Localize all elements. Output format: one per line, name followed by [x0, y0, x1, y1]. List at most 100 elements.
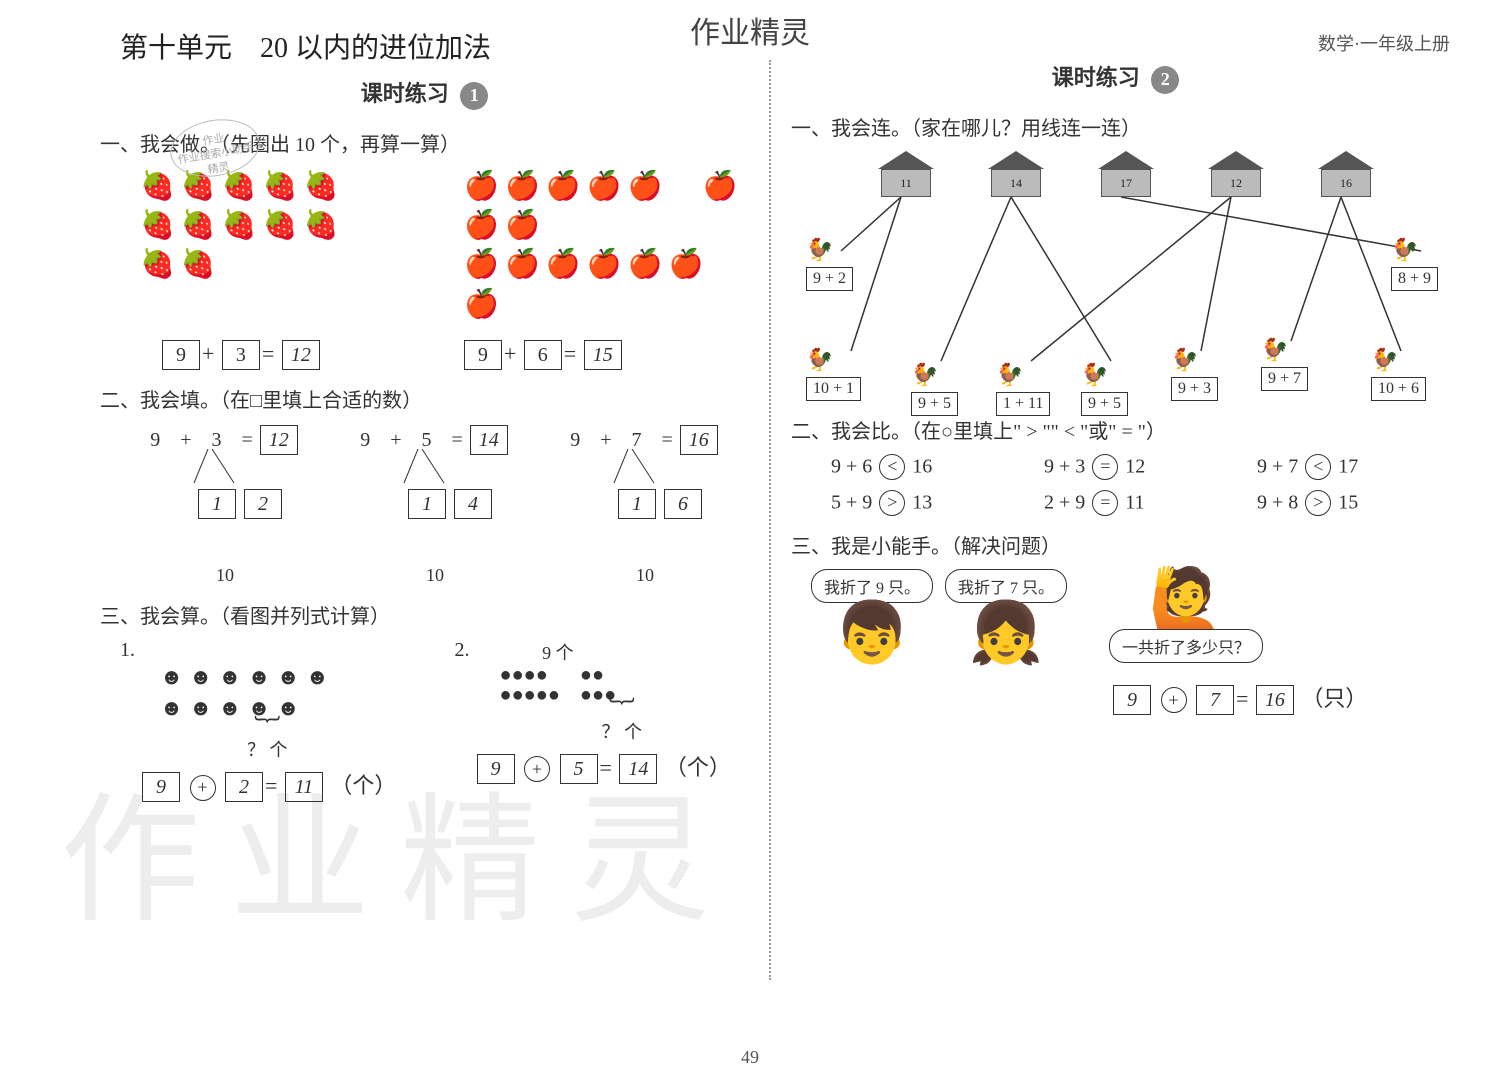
- bird-icon: 🐓: [806, 347, 833, 372]
- expression-node: 🐓9 + 5: [911, 366, 958, 416]
- split-boxes: 12: [170, 489, 310, 519]
- practice-number-badge: 1: [460, 82, 488, 110]
- bird-icon: 🐓: [1171, 347, 1198, 372]
- faces-row: ☻☻☻☻☻: [160, 693, 415, 724]
- decomposition-item: 9 + 7 = 161610: [560, 423, 730, 586]
- unit-label: （个）: [330, 773, 396, 798]
- comparator-circle: >: [1305, 490, 1331, 516]
- expression-box: 9 + 3: [1171, 377, 1218, 401]
- match-line: [1291, 197, 1341, 341]
- brace-icon: ︸: [495, 705, 750, 718]
- speech-bubble: 一共折了多少只？: [1109, 629, 1263, 663]
- expression-node: 🐓9 + 2: [806, 241, 853, 291]
- split-box: 1: [408, 489, 446, 519]
- match-line: [941, 197, 1011, 361]
- expression-box: 8 + 9: [1391, 267, 1438, 291]
- house-number: 16: [1321, 169, 1371, 197]
- matching-diagram: 1114171216🐓9 + 2🐓8 + 9🐓10 + 1🐓9 + 5🐓1 + …: [791, 151, 1440, 401]
- strawberry-row: 🍓🍓🍓🍓🍓🍓🍓: [140, 206, 364, 284]
- operand-box: 9: [1113, 685, 1151, 715]
- right-val: 17: [1338, 455, 1358, 477]
- expression-box: 1 + 11: [996, 392, 1050, 416]
- expression-box: 9 + 7: [1261, 367, 1308, 391]
- question-1-title: 一、我会连。（家在哪儿？用线连一连）: [791, 112, 1440, 141]
- unit-title: 第十单元 20 以内的进位加法: [120, 26, 749, 66]
- practice-heading: 课时练习 1: [100, 76, 749, 110]
- speech-bubble: 我折了 7 只。: [945, 569, 1067, 603]
- house: 17: [1091, 151, 1161, 197]
- right-val: 12: [1125, 455, 1145, 477]
- bird-icon: 🐓: [1391, 237, 1418, 262]
- expression-node: 🐓9 + 7: [1261, 341, 1308, 391]
- strawberry-row: 🍓🍓🍓🍓🍓: [140, 167, 364, 206]
- unit-label: （个）: [665, 755, 731, 780]
- comparator-circle: =: [1092, 490, 1118, 516]
- match-line: [1121, 197, 1421, 251]
- brace-label: ？ 个: [495, 718, 750, 744]
- split-lines: [190, 449, 310, 491]
- equation: 9+ 3= 12: [160, 340, 322, 370]
- ten-label: 10: [140, 565, 310, 586]
- right-val: 11: [1125, 491, 1144, 513]
- house: 16: [1311, 151, 1381, 197]
- house-number: 12: [1211, 169, 1261, 197]
- left-expr: 5 + 9: [831, 491, 872, 513]
- decomposition-item: 9 + 3 = 121210: [140, 423, 310, 586]
- practice-heading: 课时练习 2: [791, 60, 1440, 94]
- expression-box: 10 + 1: [806, 377, 861, 401]
- operand-box: 9: [162, 340, 200, 370]
- left-expr: 9 + 3: [1044, 455, 1085, 477]
- match-line: [1201, 197, 1231, 351]
- page-number: 49: [741, 1047, 759, 1068]
- bird-icon: 🐓: [1261, 337, 1288, 362]
- expression-box: 9 + 5: [1081, 392, 1128, 416]
- comparison-item: 9 + 7 < 17: [1257, 454, 1440, 480]
- bird-icon: 🐓: [911, 362, 938, 387]
- operator-circle: +: [1161, 687, 1187, 713]
- right-val: 15: [1338, 491, 1358, 513]
- expression-node: 🐓1 + 11: [996, 366, 1050, 416]
- right-page: 课时练习 2 一、我会连。（家在哪儿？用线连一连） 1114171216🐓9 +…: [771, 20, 1460, 1060]
- question-3-title: 三、我是小能手。（解决问题）: [791, 530, 1440, 559]
- house: 11: [871, 151, 941, 197]
- split-box: 4: [454, 489, 492, 519]
- split-box: 1: [618, 489, 656, 519]
- operand-box: 9: [464, 340, 502, 370]
- apple-row: 🍎🍎🍎🍎🍎 🍎🍎🍎: [464, 167, 749, 245]
- child-icon: 👧: [945, 603, 1067, 663]
- ten-label: 10: [350, 565, 520, 586]
- operand-box: 6: [524, 340, 562, 370]
- answer-equation: 9 + 2= 11 （个）: [140, 768, 415, 802]
- operand-box: 9: [477, 754, 515, 784]
- answer-box: 15: [584, 340, 622, 370]
- child-icon: 👦: [811, 603, 933, 663]
- expression-box: 9 + 5: [911, 392, 958, 416]
- problem-1: 1. ☻☻☻☻☻☻ ☻☻☻☻☻ ︸ ？ 个 9 + 2= 11 （个）: [120, 639, 415, 803]
- operand-box: 9: [142, 772, 180, 802]
- ten-label: 10: [560, 565, 730, 586]
- house: 14: [981, 151, 1051, 197]
- q3-problems: 1. ☻☻☻☻☻☻ ☻☻☻☻☻ ︸ ？ 个 9 + 2= 11 （个） 2. 9…: [120, 639, 749, 803]
- comparison-item: 9 + 6 < 16: [831, 454, 1014, 480]
- answer-box: 12: [282, 340, 320, 370]
- operand-box: 5: [560, 754, 598, 784]
- split-boxes: 16: [590, 489, 730, 519]
- faces-row: ☻☻☻☻☻☻: [160, 662, 415, 693]
- comparator-circle: <: [1305, 454, 1331, 480]
- left-expr: 9 + 6: [831, 455, 872, 477]
- left-expr: 9 + 7: [1257, 455, 1298, 477]
- question-3-title: 三、我会算。（看图并列式计算）: [100, 600, 749, 629]
- expression-box: 10 + 6: [1371, 377, 1426, 401]
- q2-decompositions: 9 + 3 = 1212109 + 5 = 1414109 + 7 = 1616…: [140, 423, 749, 586]
- answer-box: 11: [285, 772, 323, 802]
- house-number: 14: [991, 169, 1041, 197]
- house-number: 17: [1101, 169, 1151, 197]
- decomposition-item: 9 + 5 = 141410: [350, 423, 520, 586]
- bird-icon: 🐓: [996, 362, 1023, 387]
- question-2-title: 二、我会比。（在○里填上" > "" < "或" = "）: [791, 415, 1440, 444]
- expression-node: 🐓9 + 3: [1171, 351, 1218, 401]
- dots-group: ●●●● ●●●●●: [500, 665, 560, 705]
- comparator-circle: <: [879, 454, 905, 480]
- comparison-item: 2 + 9 = 11: [1044, 490, 1227, 516]
- q1-equations: 9+ 3= 12 9+ 6= 15: [160, 340, 749, 370]
